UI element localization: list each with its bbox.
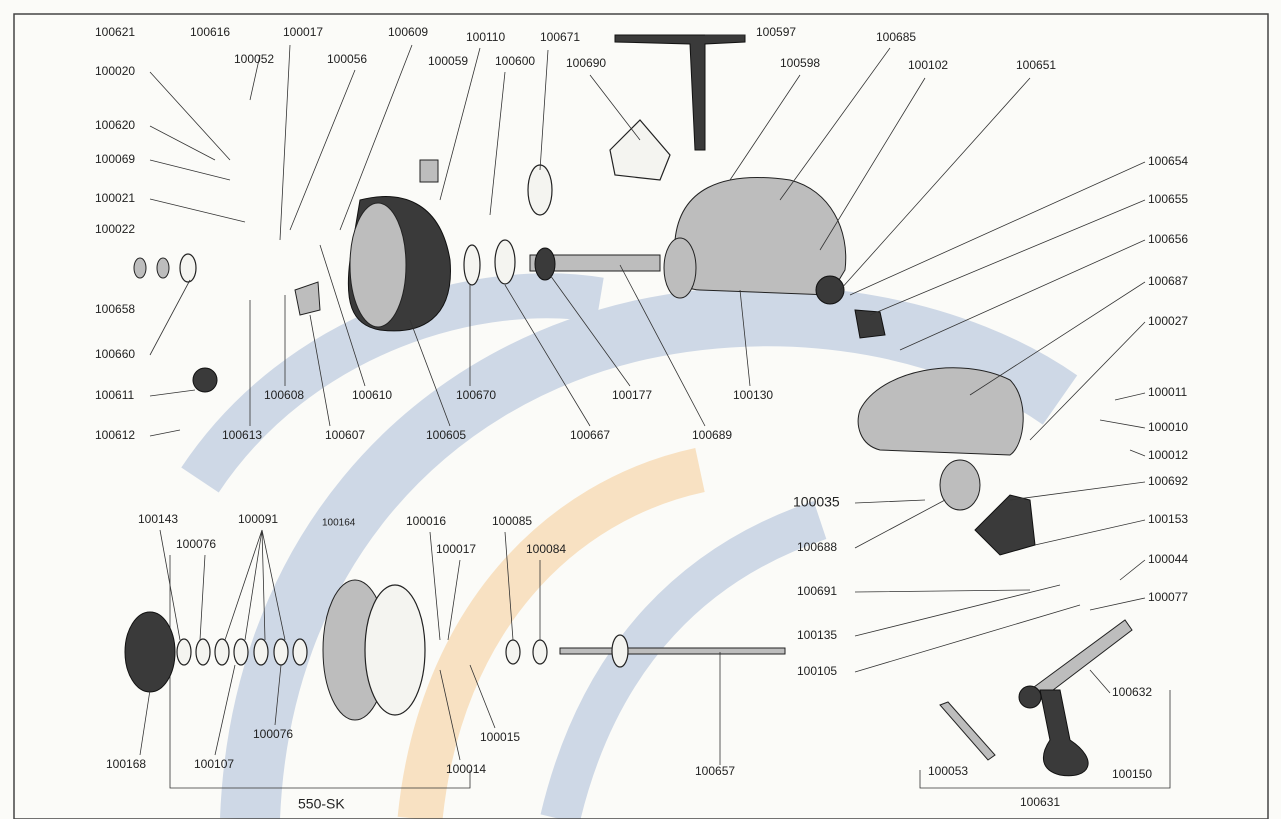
- part-label: 100011: [1148, 385, 1187, 399]
- part-label: 100690: [566, 56, 606, 70]
- part-label: 100153: [1148, 512, 1188, 526]
- part-label: 100612: [95, 428, 135, 442]
- part-label: 100143: [138, 512, 178, 526]
- part-label: 100110: [466, 30, 505, 44]
- part-label: 100085: [492, 514, 532, 528]
- part-label: 100687: [1148, 274, 1188, 288]
- part-label: 100613: [222, 428, 262, 442]
- part-label: 100020: [95, 64, 135, 78]
- part-label: 100084: [526, 542, 566, 556]
- part-label: 100667: [570, 428, 610, 442]
- part-label: 100660: [95, 347, 135, 361]
- part-label: 100598: [780, 56, 820, 70]
- part-label: 100651: [1016, 58, 1056, 72]
- part-label: 100168: [106, 757, 146, 771]
- part-label: 100616: [190, 25, 230, 39]
- part-label: 100017: [283, 25, 323, 39]
- part-label: 100656: [1148, 232, 1188, 246]
- part-label: 100691: [797, 584, 837, 598]
- leader-lines: [139, 34, 1146, 765]
- part-label: 100091: [238, 512, 278, 526]
- part-label: 100685: [876, 30, 916, 44]
- part-label: 100608: [264, 388, 304, 402]
- part-label: 100016: [406, 514, 446, 528]
- labels: 100621 100616 100017 100609 100110 10067…: [95, 25, 1188, 812]
- part-label: 100654: [1148, 154, 1188, 168]
- part-label: 100150: [1112, 767, 1152, 781]
- part-label: 100164: [322, 518, 356, 529]
- part-label: 100631: [1020, 795, 1060, 809]
- part-label: 100010: [1148, 420, 1188, 434]
- model-label: 550-SK: [298, 796, 345, 812]
- part-label: 100605: [426, 428, 466, 442]
- part-label: 100607: [325, 428, 365, 442]
- parts: [124, 34, 1133, 777]
- part-label: 100689: [692, 428, 732, 442]
- part-label: 100056: [327, 52, 367, 66]
- part-label: 100177: [612, 388, 652, 402]
- part-label: 100012: [1148, 448, 1188, 462]
- part-label: 100688: [797, 540, 837, 554]
- part-label: 100035: [793, 494, 840, 510]
- part-label: 100609: [388, 25, 428, 39]
- part-label: 100621: [95, 25, 135, 39]
- part-label: 100105: [797, 664, 837, 678]
- part-label: 100658: [95, 302, 135, 316]
- part-label: 100600: [495, 54, 535, 68]
- part-label: 100059: [428, 54, 468, 68]
- part-label: 100611: [95, 388, 134, 402]
- part-label: 100052: [234, 52, 274, 66]
- part-label: 100044: [1148, 552, 1188, 566]
- part-label: 100655: [1148, 192, 1188, 206]
- part-label: 100657: [695, 764, 735, 778]
- frame: [13, 13, 1269, 819]
- part-label: 100077: [1148, 590, 1188, 604]
- part-label: 100130: [733, 388, 773, 402]
- part-label: 100017: [436, 542, 476, 556]
- part-label: 100135: [797, 628, 837, 642]
- part-label: 100610: [352, 388, 392, 402]
- part-label: 100027: [1148, 314, 1188, 328]
- part-label: 100671: [540, 30, 580, 44]
- part-label: 100022: [95, 222, 135, 236]
- part-label: 100069: [95, 152, 135, 166]
- part-label: 100597: [756, 25, 796, 39]
- part-label: 100632: [1112, 685, 1152, 699]
- part-label: 100670: [456, 388, 496, 402]
- part-label: 100021: [95, 191, 135, 205]
- part-label: 100620: [95, 118, 135, 132]
- part-label: 100014: [446, 762, 486, 776]
- part-label: 100076: [253, 727, 293, 741]
- part-label: 100053: [928, 764, 968, 778]
- part-label: 100076: [176, 537, 216, 551]
- part-label: 100107: [194, 757, 234, 771]
- part-label: 100015: [480, 730, 520, 744]
- part-label: 100692: [1148, 474, 1188, 488]
- part-label: 100102: [908, 58, 948, 72]
- bracket: [919, 690, 1171, 789]
